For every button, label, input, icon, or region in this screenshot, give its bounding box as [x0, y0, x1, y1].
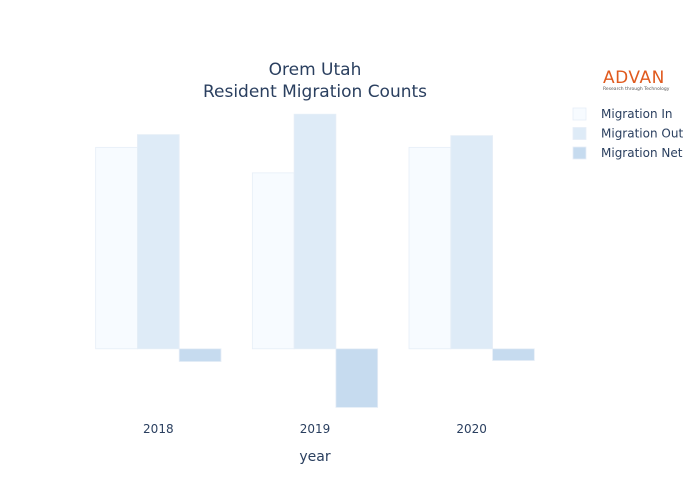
legend-swatch [572, 107, 587, 121]
legend-item[interactable]: Migration Net [572, 146, 683, 160]
bars-layer [95, 113, 535, 408]
bar-migration-net-2019 [335, 348, 379, 408]
x-axis-title: year [299, 449, 330, 465]
bar-migration-in-2019 [251, 172, 295, 350]
bar-migration-out-2020 [450, 135, 493, 350]
logo-tagline: Research through Technology [603, 86, 670, 92]
legend-label: Migration Out [601, 127, 683, 141]
x-tick-label: 2019 [300, 422, 331, 436]
legend-swatch [572, 127, 587, 140]
bar-migration-out-2019 [293, 113, 337, 350]
bar-migration-in-2018 [95, 146, 138, 350]
bar-migration-in-2020 [408, 146, 452, 350]
advan-logo: ADVAN Research through Technology [603, 68, 670, 92]
legend-item[interactable]: Migration Out [572, 127, 683, 141]
legend-label: Migration Net [601, 146, 683, 160]
x-axis-tick-labels: 2018 2019 2020 [143, 422, 487, 436]
chart-title: Orem Utah [269, 60, 362, 80]
legend-item[interactable]: Migration In [572, 107, 673, 121]
logo-wordmark: ADVAN [603, 68, 665, 88]
chart-subtitle: Resident Migration Counts [203, 82, 427, 102]
bar-migration-out-2018 [137, 134, 180, 350]
legend-swatch [572, 146, 587, 160]
legend: Migration In Migration Out Migration Net [572, 107, 683, 160]
legend-label: Migration In [601, 107, 673, 121]
x-tick-label: 2018 [143, 422, 174, 436]
bar-migration-net-2018 [178, 348, 222, 362]
x-tick-label: 2020 [456, 422, 487, 436]
bar-migration-net-2020 [492, 348, 535, 361]
